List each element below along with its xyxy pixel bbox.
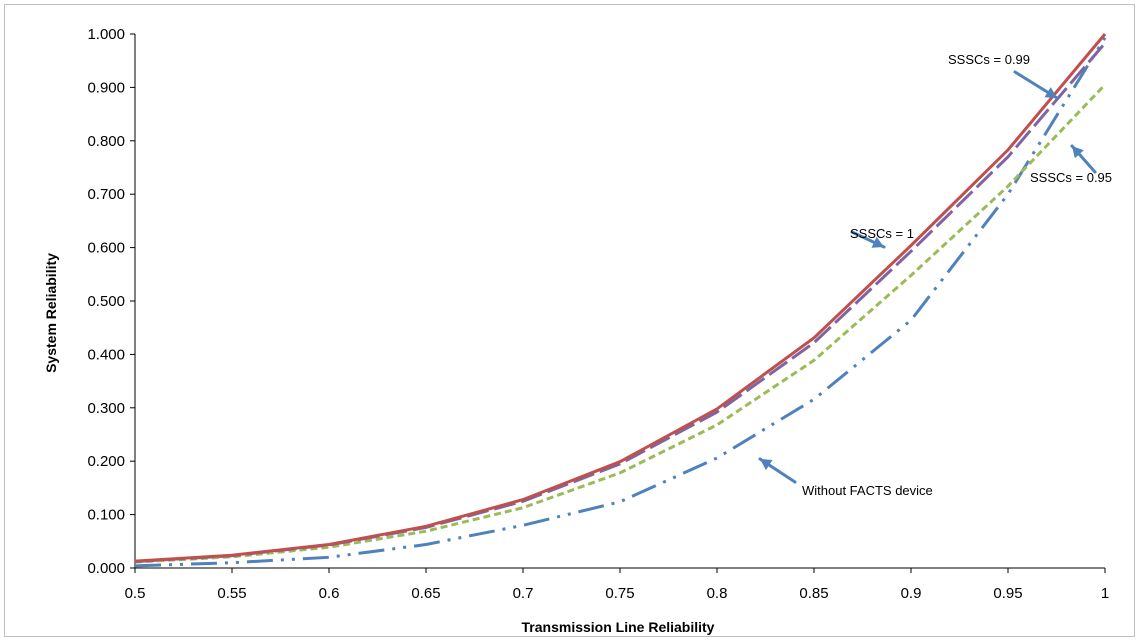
x-tick-label: 0.9 — [901, 585, 922, 602]
x-tick-label: 0.5 — [125, 585, 146, 602]
x-tick-label: 0.85 — [799, 585, 828, 602]
chart-frame — [4, 4, 1135, 637]
x-axis-ticks: 0.5 0.55 0.6 0.65 0.7 0.75 0.8 0.85 0.9 0.95 1 — [125, 568, 1109, 602]
annotation-arrowhead — [871, 236, 884, 248]
series-line-0 — [134, 33, 1107, 563]
y-tick-label: 0.700 — [87, 186, 125, 203]
annotation-label: SSSCs = 0.95 — [1030, 170, 1112, 185]
x-tick-label: 0.65 — [411, 585, 440, 602]
series-line-2 — [134, 83, 1107, 564]
x-axis-title: Transmission Line Reliability — [522, 619, 715, 635]
x-tick-label: 0.55 — [217, 585, 246, 602]
axes — [134, 34, 1105, 569]
series-line-1 — [134, 42, 1107, 564]
y-tick-label: 0.600 — [87, 240, 125, 257]
y-tick-label: 0.000 — [87, 560, 125, 577]
annotation-label: SSSCs = 0.99 — [948, 52, 1030, 67]
x-tick-label: 1 — [1101, 585, 1109, 602]
y-tick-label: 0.900 — [87, 79, 125, 96]
annotation-label: Without FACTS device — [802, 483, 933, 498]
x-tick-label: 0.75 — [605, 585, 634, 602]
y-tick-label: 0.400 — [87, 346, 125, 363]
annotation-layer: SSSCs = 1 SSSCs = 0.99 SSSCs = 0.95 Without… — [758, 52, 1112, 498]
y-axis-title: System Reliability — [43, 253, 59, 373]
annotation-label: SSSCs = 1 — [850, 226, 914, 241]
y-axis-ticks: 0.000 0.100 0.200 0.300 0.400 0.500 0.600 0.700… — [87, 26, 135, 577]
series-layer — [134, 33, 1107, 568]
y-tick-label: 1.000 — [87, 26, 125, 43]
x-tick-label: 0.7 — [513, 585, 534, 602]
x-tick-label: 0.8 — [707, 585, 728, 602]
annotation-arrowhead — [1072, 146, 1084, 159]
x-tick-label: 0.6 — [319, 585, 340, 602]
annotation-arrowhead — [760, 459, 773, 471]
y-tick-label: 0.300 — [87, 400, 125, 417]
y-tick-label: 0.100 — [87, 507, 125, 524]
series-line-3 — [134, 36, 1107, 568]
y-tick-label: 0.800 — [87, 133, 125, 150]
y-tick-label: 0.500 — [87, 293, 125, 310]
annotation-arrowhead — [1044, 87, 1057, 98]
y-tick-label: 0.200 — [87, 453, 125, 470]
x-tick-label: 0.95 — [993, 585, 1022, 602]
